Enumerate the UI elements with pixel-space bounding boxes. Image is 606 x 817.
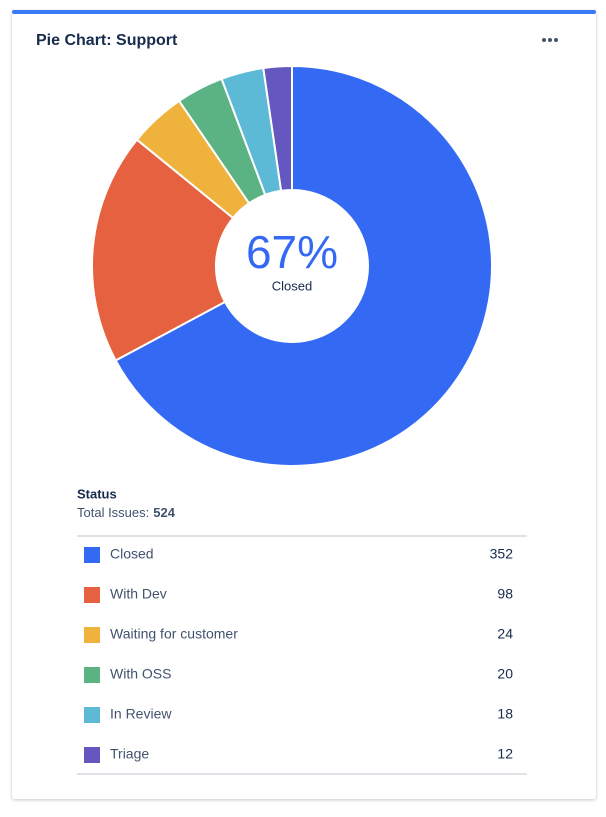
center-value: 67% <box>246 226 338 278</box>
legend-value: 98 <box>497 586 513 602</box>
legend-label: Waiting for customer <box>110 626 238 642</box>
legend-title: Status <box>77 486 117 501</box>
legend-label: Triage <box>110 746 149 762</box>
pie-slice <box>114 64 493 467</box>
legend-value: 18 <box>497 706 513 722</box>
more-menu[interactable] <box>536 28 564 52</box>
legend-label: In Review <box>110 706 172 722</box>
legend-swatch <box>84 747 100 763</box>
pie <box>91 64 493 467</box>
chart-title: Pie Chart: Support <box>36 32 178 49</box>
legend-value: 20 <box>497 666 513 682</box>
legend-value: 352 <box>490 546 514 562</box>
legend-label: With Dev <box>110 586 167 602</box>
center-text: Closed <box>272 278 312 293</box>
legend-label: With OSS <box>110 666 171 682</box>
menu-dot <box>554 38 558 42</box>
menu-dot <box>548 38 552 42</box>
legend-swatch <box>84 547 100 563</box>
legend-label: Closed <box>110 546 154 562</box>
total-value: 524 <box>153 505 175 520</box>
legend-swatch <box>84 667 100 683</box>
legend-swatch <box>84 627 100 643</box>
total-label: Total Issues: <box>77 505 149 520</box>
legend-swatch <box>84 587 100 603</box>
legend: Closed 352 With Dev 98 Waiting for customer 2… <box>84 546 513 763</box>
pie-slice <box>91 138 235 362</box>
card-accent <box>12 10 596 14</box>
total-line: Total Issues: 524 <box>77 505 176 520</box>
menu-dot <box>542 38 546 42</box>
pie-slice <box>262 64 293 192</box>
legend-value: 24 <box>497 626 513 642</box>
legend-swatch <box>84 707 100 723</box>
legend-value: 12 <box>497 746 513 762</box>
